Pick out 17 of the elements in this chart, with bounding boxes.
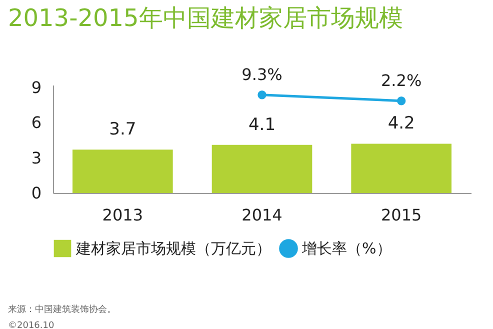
data-label: 4.2 [388, 114, 415, 134]
y-tick-label: 0 [31, 184, 42, 202]
source-note: 来源：中国建筑装饰协会。 [8, 304, 116, 315]
text: ©2016.10 [8, 321, 54, 329]
y-tick-label: 3 [31, 148, 42, 168]
data-label: 2.2% [381, 70, 422, 90]
x-tick-label: 2015 [380, 206, 422, 224]
x-tick-label: 2014 [242, 206, 282, 224]
data-label: 9.3% [242, 64, 282, 84]
y-tick-label: 6 [31, 113, 42, 132]
chart-title: 2013-2015年中国建材家居市场规模 [8, 4, 403, 32]
legend-label: 增长率（%） [301, 240, 392, 258]
data-label: 4.1 [248, 114, 276, 135]
x-tick-label: 2013 [102, 206, 144, 224]
y-tick-label: 9 [31, 78, 42, 97]
legend-label: 建材家居市场规模（万亿元） [75, 240, 271, 258]
data-label: 3.7 [109, 120, 136, 140]
